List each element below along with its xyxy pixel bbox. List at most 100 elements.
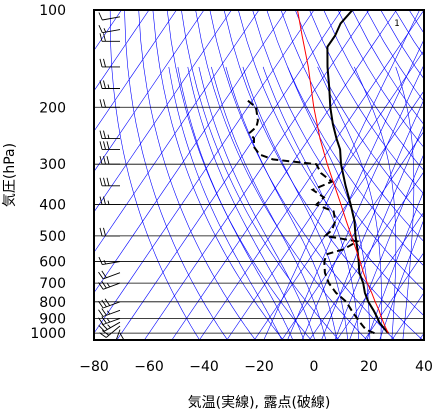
- series-line-red: [297, 10, 389, 334]
- y-tick-label: 300: [39, 157, 66, 173]
- dry-adiabat-line: [152, 10, 284, 340]
- dry-adiabat-line: [181, 10, 340, 340]
- wind-barb: [99, 325, 121, 338]
- mixing-ratio-labels: 15101520g: [394, 19, 399, 29]
- wind-barb: [98, 256, 121, 266]
- isotherm-line: [94, 10, 260, 253]
- y-tick-label: 500: [39, 229, 66, 245]
- wind-barb: [99, 196, 120, 206]
- isotherm-line: [94, 10, 287, 294]
- dry-adiabat-line: [109, 10, 200, 340]
- x-tick-label: −60: [134, 359, 164, 375]
- dry-adiabat-line: [423, 10, 424, 12]
- x-tick-labels: −80 −60 −40 −20 0 20 40: [79, 359, 433, 375]
- y-tick-label: 900: [39, 311, 66, 327]
- wind-barb: [99, 130, 120, 140]
- wind-barb: [119, 332, 125, 340]
- x-tick-label: 0: [310, 359, 319, 375]
- wind-barb: [98, 316, 121, 325]
- mixing-ratio-line: [287, 38, 424, 340]
- mixing-ratio-line: [366, 189, 424, 340]
- dry-adiabat-line: [223, 10, 423, 340]
- dry-adiabat-line: [266, 10, 424, 267]
- wind-barb: [99, 141, 120, 150]
- x-tick-label: −80: [79, 359, 109, 375]
- isotherm-line: [94, 10, 150, 92]
- wind-barb: [99, 156, 120, 165]
- y-tick-label: 600: [39, 254, 66, 270]
- x-axis-title: 気温(実線), 露点(破線): [188, 395, 331, 411]
- isotherm-line: [254, 90, 424, 340]
- y-tick-label: 100: [39, 3, 66, 19]
- wind-barb: [98, 25, 121, 34]
- mixing-ratio-label: 1: [394, 19, 399, 29]
- mixing-ratio-line: [301, 64, 424, 340]
- series-line-dashed: [246, 99, 375, 335]
- plot-frame: [93, 9, 425, 341]
- wind-barb: [99, 80, 120, 89]
- mixing-ratio-line: [349, 152, 424, 340]
- y-tick-label: 700: [39, 276, 66, 292]
- dry-adiabat-line: [209, 10, 396, 340]
- moist-adiabat-line: [187, 66, 305, 340]
- moist-adiabat-line: [177, 66, 294, 340]
- y-tick-label: 400: [39, 198, 66, 214]
- background-lines: [94, 10, 424, 340]
- wind-barb: [98, 12, 121, 21]
- wind-barb: [98, 321, 121, 332]
- series-line-solid: [326, 10, 390, 334]
- mixing-ratio-line: [379, 218, 424, 340]
- x-tick-label: 20: [360, 359, 378, 375]
- dry-adiabat-line: [295, 10, 424, 219]
- x-tick-label: 40: [415, 359, 433, 375]
- dry-adiabat-line: [238, 10, 424, 317]
- dry-adiabat-line: [408, 10, 424, 34]
- x-tick-label: −20: [244, 359, 274, 375]
- dry-adiabat-line: [195, 10, 368, 340]
- mixing-ratio-line: [263, 10, 420, 340]
- wind-barb: [99, 177, 120, 187]
- wind-barb: [99, 58, 120, 68]
- wind-barb: [99, 99, 120, 108]
- dry-adiabat-line: [309, 10, 424, 195]
- moist-adiabat-line: [242, 66, 349, 340]
- dry-adiabat-line: [252, 10, 424, 292]
- isotherm-line: [309, 171, 424, 340]
- isotherm-line: [94, 10, 205, 173]
- isotherm-line: [336, 211, 424, 340]
- wind-barb: [99, 33, 120, 42]
- isotherm-line: [94, 10, 315, 334]
- isotherm-line: [144, 10, 370, 340]
- x-tick-label: −40: [189, 359, 219, 375]
- mixing-ratio-line: [334, 123, 424, 340]
- dry-adiabat-line: [124, 10, 228, 340]
- isotherm-line: [281, 130, 424, 340]
- isotherm-line: [199, 10, 424, 340]
- y-tick-label: 200: [39, 100, 66, 116]
- y-axis-title: 気圧(hPa): [2, 143, 18, 207]
- isotherm-line: [364, 251, 424, 340]
- wind-barb: [98, 281, 121, 290]
- isotherm-line: [116, 10, 342, 340]
- isotherm-line: [94, 10, 232, 213]
- wind-barbs: [98, 12, 125, 340]
- y-tick-label: 1000: [30, 326, 66, 342]
- wind-barb: [98, 308, 121, 317]
- wind-barb: [99, 227, 120, 237]
- dry-adiabat-line: [138, 10, 256, 340]
- dry-adiabat-line: [323, 10, 424, 172]
- dry-adiabat-line: [280, 10, 424, 243]
- series-lines: [246, 10, 390, 335]
- dry-adiabat-line: [166, 10, 312, 340]
- wind-barb: [98, 298, 121, 309]
- dry-adiabat-line: [337, 10, 424, 149]
- isotherm-line: [171, 10, 397, 340]
- y-tick-label: 800: [39, 295, 66, 311]
- mixing-ratio-line: [321, 98, 424, 340]
- isotherm-line: [94, 10, 177, 132]
- moist-adiabat-line: [211, 66, 327, 340]
- wind-barb: [115, 329, 121, 340]
